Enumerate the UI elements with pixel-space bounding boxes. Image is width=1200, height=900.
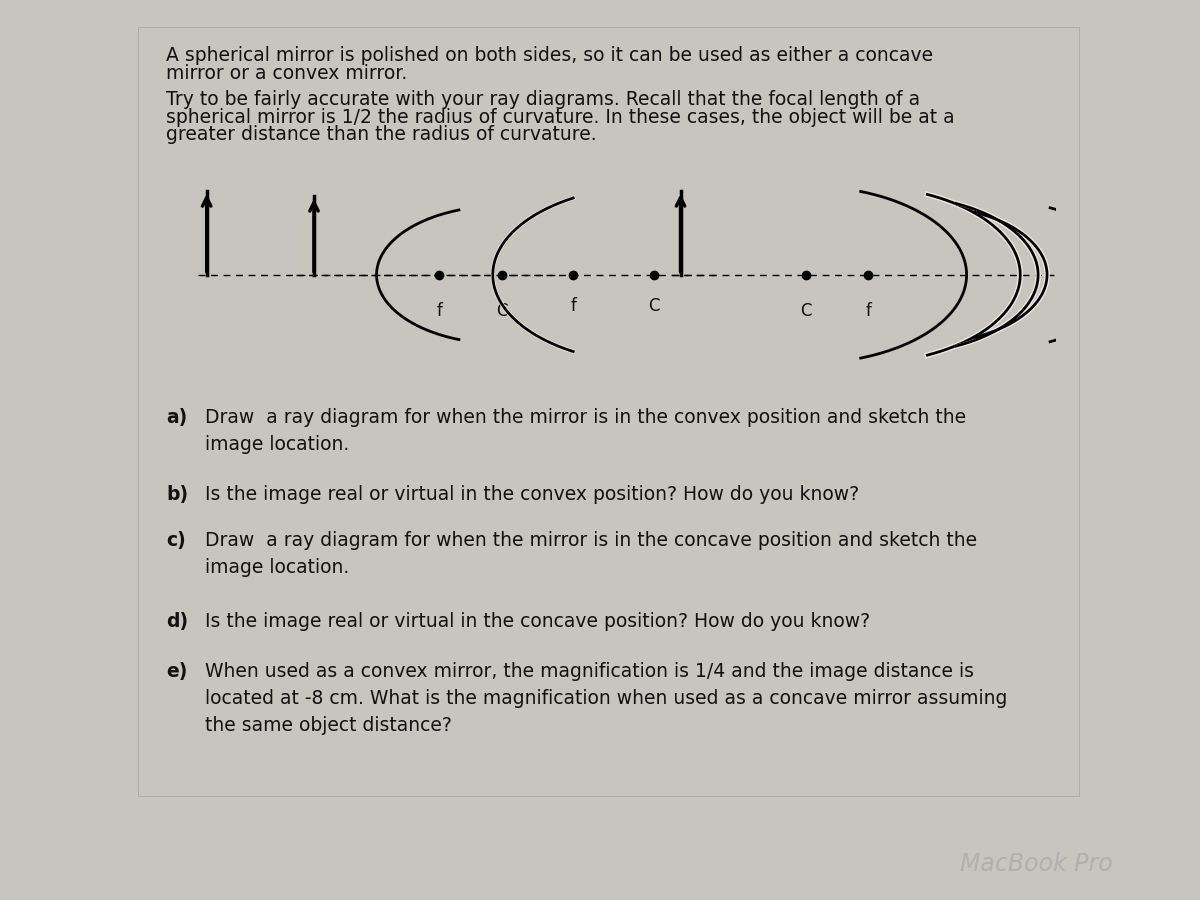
Text: Is the image real or virtual in the convex position? How do you know?: Is the image real or virtual in the conv…	[199, 485, 859, 504]
Text: f: f	[570, 297, 576, 315]
Text: A spherical mirror is polished on both sides, so it can be used as either a conc: A spherical mirror is polished on both s…	[167, 46, 934, 65]
Text: spherical mirror is 1/2 the radius of curvature. In these cases, the object will: spherical mirror is 1/2 the radius of cu…	[167, 108, 955, 127]
Text: f: f	[437, 302, 442, 319]
Text: b): b)	[167, 485, 188, 504]
Text: mirror or a convex mirror.: mirror or a convex mirror.	[167, 64, 408, 83]
Text: C: C	[648, 297, 660, 315]
Text: MacBook Pro: MacBook Pro	[960, 852, 1112, 876]
Text: f: f	[865, 302, 871, 319]
Text: When used as a convex mirror, the magnification is 1/4 and the image distance is: When used as a convex mirror, the magnif…	[199, 662, 1008, 735]
Text: C: C	[496, 302, 508, 319]
Text: e): e)	[167, 662, 187, 680]
Text: Try to be fairly accurate with your ray diagrams. Recall that the focal length o: Try to be fairly accurate with your ray …	[167, 90, 920, 109]
Text: Draw  a ray diagram for when the mirror is in the convex position and sketch the: Draw a ray diagram for when the mirror i…	[199, 408, 966, 454]
Text: Is the image real or virtual in the concave position? How do you know?: Is the image real or virtual in the conc…	[199, 612, 870, 631]
Text: greater distance than the radius of curvature.: greater distance than the radius of curv…	[167, 125, 596, 145]
Text: Draw  a ray diagram for when the mirror is in the concave position and sketch th: Draw a ray diagram for when the mirror i…	[199, 531, 977, 577]
Text: c): c)	[167, 531, 186, 550]
Text: a): a)	[167, 408, 187, 427]
Text: d): d)	[167, 612, 188, 631]
Text: C: C	[800, 302, 811, 319]
